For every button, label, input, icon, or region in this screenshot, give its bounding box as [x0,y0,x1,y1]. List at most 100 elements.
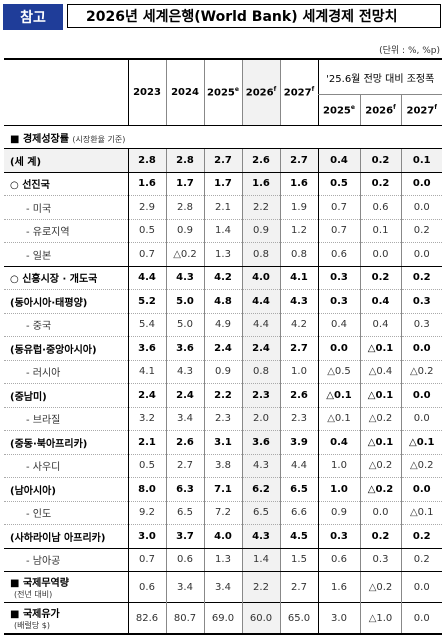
col-2026: 2026f [241,58,280,126]
table-row: ○ 신흥시장 · 개도국 4.4 4.3 4.2 4.0 4.1 0.3 0.2 0.2 [4,265,442,290]
value-cell: 0.0 [400,195,442,220]
value-cell: 2.0 [241,407,280,431]
value-cell: 7.1 [203,477,242,502]
value-cell: 2.2 [241,571,280,603]
value-cell: 1.0 [317,454,360,478]
value-cell: 0.3 [317,524,360,549]
value-cell: 2.2 [203,383,242,408]
value-cell: 3.9 [279,430,318,455]
value-cell: 6.5 [165,501,204,525]
value-cell: 0.0 [400,336,442,361]
value-cell: 0.2 [400,265,442,290]
value-cell: 2.6 [241,148,280,173]
value-cell: 3.2 [127,407,166,431]
row-label: - 중국 [4,313,128,337]
value-cell: 0.3 [359,548,401,572]
value-cell: △0.1 [317,407,360,431]
row-label: (동아시아·태평양) [4,289,128,314]
table-row: (사하라이남 아프리카) 3.0 3.7 4.0 4.3 4.5 0.3 0.2 0.2 [4,524,442,549]
value-cell: 0.6 [359,195,401,220]
value-cell: 4.1 [127,360,166,384]
value-cell: 2.7 [279,148,318,173]
value-cell: 3.4 [165,407,204,431]
value-cell: 0.0 [400,477,442,502]
value-cell: 3.8 [203,454,242,478]
value-cell: 3.6 [127,336,166,361]
value-cell: 9.2 [127,501,166,525]
table-row: (동아시아·태평양) 5.2 5.0 4.8 4.4 4.3 0.3 0.4 0.3 [4,289,442,314]
value-cell: 4.3 [241,454,280,478]
row-label: ■ 국제무역량 (전년 대비) [4,571,128,603]
table-row: - 사우디 0.5 2.7 3.8 4.3 4.4 1.0 △0.2 △0.2 [4,454,442,478]
value-cell: 8.0 [127,477,166,502]
value-cell: △0.1 [359,336,401,361]
value-cell: △0.5 [317,360,360,384]
value-cell: 65.0 [279,602,318,635]
table-row: - 미국 2.9 2.8 2.1 2.2 1.9 0.7 0.6 0.0 [4,195,442,220]
value-cell: 69.0 [203,602,242,635]
delta-col-2026: 2026f [359,94,401,126]
value-cell: 1.7 [165,171,204,196]
value-cell: 0.2 [400,219,442,243]
value-cell: 2.4 [165,383,204,408]
value-cell: 1.6 [241,171,280,196]
page-title: 2026년 세계은행(World Bank) 세계경제 전망치 [67,4,441,28]
value-cell: 0.1 [359,219,401,243]
value-cell: 4.3 [165,265,204,290]
value-cell: 2.1 [203,195,242,220]
value-cell: 2.7 [279,336,318,361]
value-cell: 0.4 [317,148,360,173]
value-cell: 2.7 [279,571,318,603]
value-cell: △0.2 [400,454,442,478]
value-cell: 7.2 [203,501,242,525]
value-cell: 5.0 [165,289,204,314]
col-2025: 2025e [203,58,242,126]
table-row: - 일본 0.7 △0.2 1.3 0.8 0.8 0.6 0.0 0.0 [4,242,442,267]
value-cell: 1.6 [127,171,166,196]
value-cell: 80.7 [165,602,204,635]
table-row: ○ 선진국 1.6 1.7 1.7 1.6 1.6 0.5 0.2 0.0 [4,171,442,196]
value-cell: △0.2 [359,477,401,502]
value-cell: 4.4 [279,454,318,478]
table-row: (세 계) 2.8 2.8 2.7 2.6 2.7 0.4 0.2 0.1 [4,148,442,173]
value-cell: 6.6 [279,501,318,525]
value-cell: 0.6 [165,548,204,572]
row-label: - 사우디 [4,454,128,478]
value-cell: 0.9 [317,501,360,525]
value-cell: 0.0 [400,242,442,267]
value-cell: 0.4 [359,289,401,314]
value-cell: △0.2 [359,571,401,603]
unit-label: (단위 : %, %p) [379,46,440,56]
value-cell: 0.0 [359,501,401,525]
value-cell: 0.1 [400,148,442,173]
value-cell: 1.0 [317,477,360,502]
row-label: - 브라질 [4,407,128,431]
value-cell: 2.9 [127,195,166,220]
value-cell: 2.6 [165,430,204,455]
value-cell: 6.5 [279,477,318,502]
value-cell: 0.6 [127,571,166,603]
value-cell: 2.4 [127,383,166,408]
value-cell: 4.4 [241,313,280,337]
value-cell: 4.4 [127,265,166,290]
value-cell: △0.2 [165,242,204,267]
row-label: (남아시아) [4,477,128,502]
value-cell: 2.8 [127,148,166,173]
value-cell: 0.5 [127,454,166,478]
col-2023: 2023 [127,58,166,126]
value-cell: △0.1 [359,383,401,408]
value-cell: △0.1 [400,430,442,455]
value-cell: 0.3 [317,265,360,290]
value-cell: 0.0 [400,383,442,408]
value-cell: 0.9 [203,360,242,384]
row-label: - 일본 [4,242,128,267]
value-cell: 0.9 [241,219,280,243]
value-cell: 0.2 [400,548,442,572]
row-label: (중동·북아프리카) [4,430,128,455]
row-label: (세 계) [4,148,128,173]
value-cell: △0.2 [400,360,442,384]
value-cell: 3.1 [203,430,242,455]
table-row: - 유로지역 0.5 0.9 1.4 0.9 1.2 0.7 0.1 0.2 [4,219,442,243]
value-cell: △0.4 [359,360,401,384]
table-row: (중남미) 2.4 2.4 2.2 2.3 2.6 △0.1 △0.1 0.0 [4,383,442,408]
